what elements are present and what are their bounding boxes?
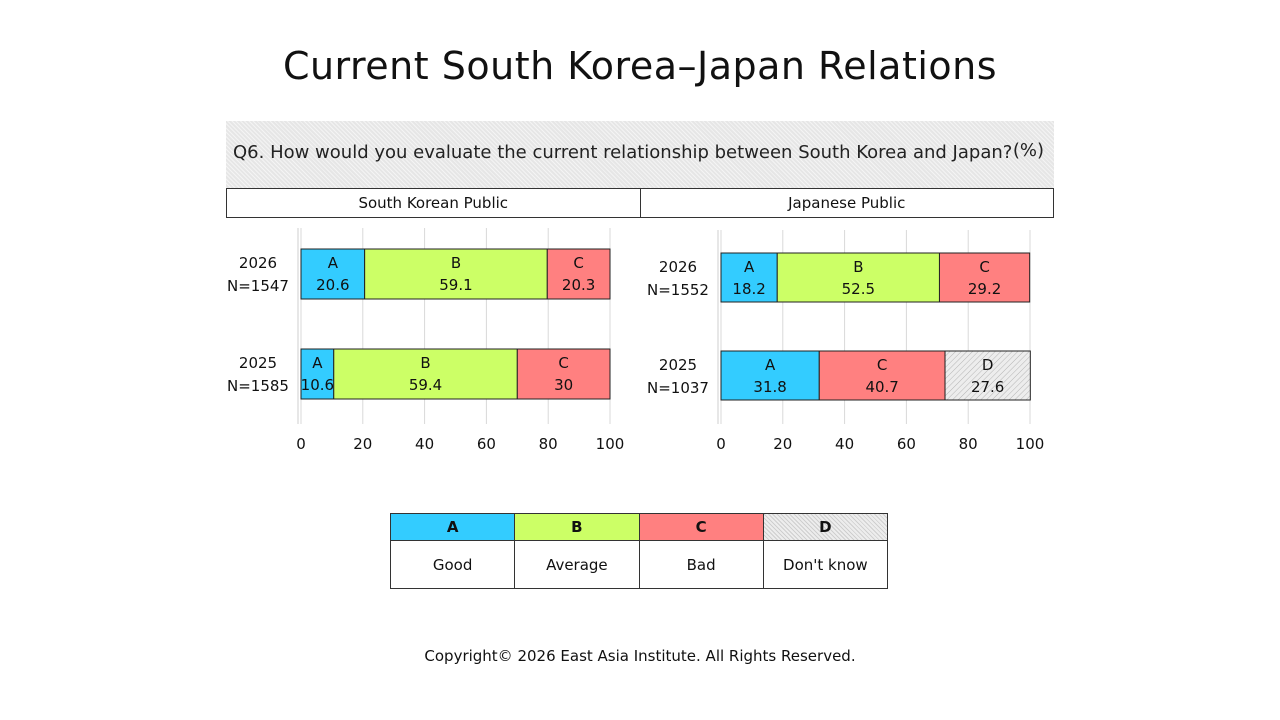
legend-label-d: Don't know <box>783 555 868 574</box>
legend-code-c: C <box>639 514 763 541</box>
korea-row-year-label: 2026 <box>239 254 277 272</box>
japan-row-n-label: N=1037 <box>647 379 709 397</box>
legend-code-d: D <box>763 514 887 541</box>
legend-item-d: D Don't know <box>762 514 887 588</box>
japan-segment-value-label: 40.7 <box>865 378 898 396</box>
japan-segment-value-label: 31.8 <box>753 378 786 396</box>
japan-segment-code-label: D <box>982 356 994 374</box>
korea-segment-value-label: 20.6 <box>316 276 349 294</box>
japan-tick-label: 20 <box>773 435 792 453</box>
question-banner: Q6. How would you evaluate the current r… <box>226 121 1054 188</box>
legend-item-a: A Good <box>391 514 515 588</box>
korea-tick-label: 100 <box>596 435 625 453</box>
panel-headers: South Korean Public Japanese Public <box>226 188 1054 218</box>
japan-bar-segment-a <box>720 252 778 303</box>
legend-code-b: B <box>515 514 639 541</box>
japan-bar-segment-b <box>776 252 940 303</box>
korea-bar-segment-c <box>516 348 611 400</box>
japan-row-year-label: 2025 <box>659 356 697 374</box>
korea-segment-code-label: A <box>328 254 339 272</box>
question-text: Q6. How would you evaluate the current r… <box>233 142 1013 163</box>
korea-tick-label: 60 <box>477 435 496 453</box>
japan-segment-code-label: C <box>979 258 989 276</box>
korea-row-n-label: N=1547 <box>227 277 289 295</box>
japan-bar-segment-c <box>818 350 946 401</box>
copyright-text: Copyright© 2026 East Asia Institute. All… <box>424 647 856 665</box>
korea-row-n-label: N=1585 <box>227 377 289 395</box>
japan-segment-value-label: 27.6 <box>971 378 1004 396</box>
korea-segment-code-label: B <box>451 254 461 272</box>
japan-tick-label: 60 <box>897 435 916 453</box>
korea-segment-value-label: 20.3 <box>562 276 595 294</box>
korea-tick-label: 20 <box>353 435 372 453</box>
korea-segment-value-label: 30 <box>554 376 573 394</box>
japan-bar-segment-c <box>938 252 1031 303</box>
japan-bar-segment-a <box>720 350 820 401</box>
panel-header-japan: Japanese Public <box>639 189 1054 217</box>
korea-tick-label: 0 <box>296 435 306 453</box>
korea-segment-code-label: C <box>573 254 583 272</box>
japan-tick-label: 0 <box>716 435 726 453</box>
korea-segment-code-label: A <box>312 354 323 372</box>
japan-tick-label: 40 <box>835 435 854 453</box>
japan-bar-segment-d <box>944 350 1031 401</box>
japan-segment-value-label: 52.5 <box>842 280 875 298</box>
japan-row-year-label: 2026 <box>659 258 697 276</box>
legend-table: A Good B Average C Bad D Don't know <box>390 513 888 589</box>
korea-tick-label: 40 <box>415 435 434 453</box>
korea-tick-label: 80 <box>539 435 558 453</box>
legend-label-b: Average <box>546 555 608 574</box>
unit-label: (%) <box>1012 140 1044 161</box>
japan-segment-code-label: B <box>853 258 863 276</box>
korea-row-year-label: 2025 <box>239 354 277 372</box>
japan-tick-label: 100 <box>1016 435 1045 453</box>
korea-segment-code-label: C <box>558 354 568 372</box>
korea-bar-segment-c <box>546 248 611 300</box>
legend-item-b: B Average <box>514 514 639 588</box>
legend-code-a: A <box>391 514 515 541</box>
korea-segment-value-label: 59.1 <box>439 276 472 294</box>
page-title: Current South Korea–Japan Relations <box>282 44 998 88</box>
korea-segment-code-label: B <box>420 354 430 372</box>
japan-segment-code-label: A <box>744 258 755 276</box>
korea-bar-segment-b <box>333 348 518 400</box>
panel-header-korea: South Korean Public <box>358 194 509 212</box>
legend-label-c: Bad <box>686 555 716 574</box>
japan-row-n-label: N=1552 <box>647 281 709 299</box>
korea-bar-segment-b <box>364 248 548 300</box>
japan-segment-code-label: A <box>765 356 776 374</box>
korea-segment-value-label: 59.4 <box>409 376 442 394</box>
japan-segment-value-label: 18.2 <box>732 280 765 298</box>
legend-label-a: Good <box>432 555 473 574</box>
legend-item-c: C Bad <box>638 514 763 588</box>
korea-segment-value-label: 10.6 <box>301 376 334 394</box>
japan-tick-label: 80 <box>959 435 978 453</box>
japan-segment-code-label: C <box>877 356 887 374</box>
japan-segment-value-label: 29.2 <box>968 280 1001 298</box>
korea-bar-segment-a <box>300 248 366 300</box>
